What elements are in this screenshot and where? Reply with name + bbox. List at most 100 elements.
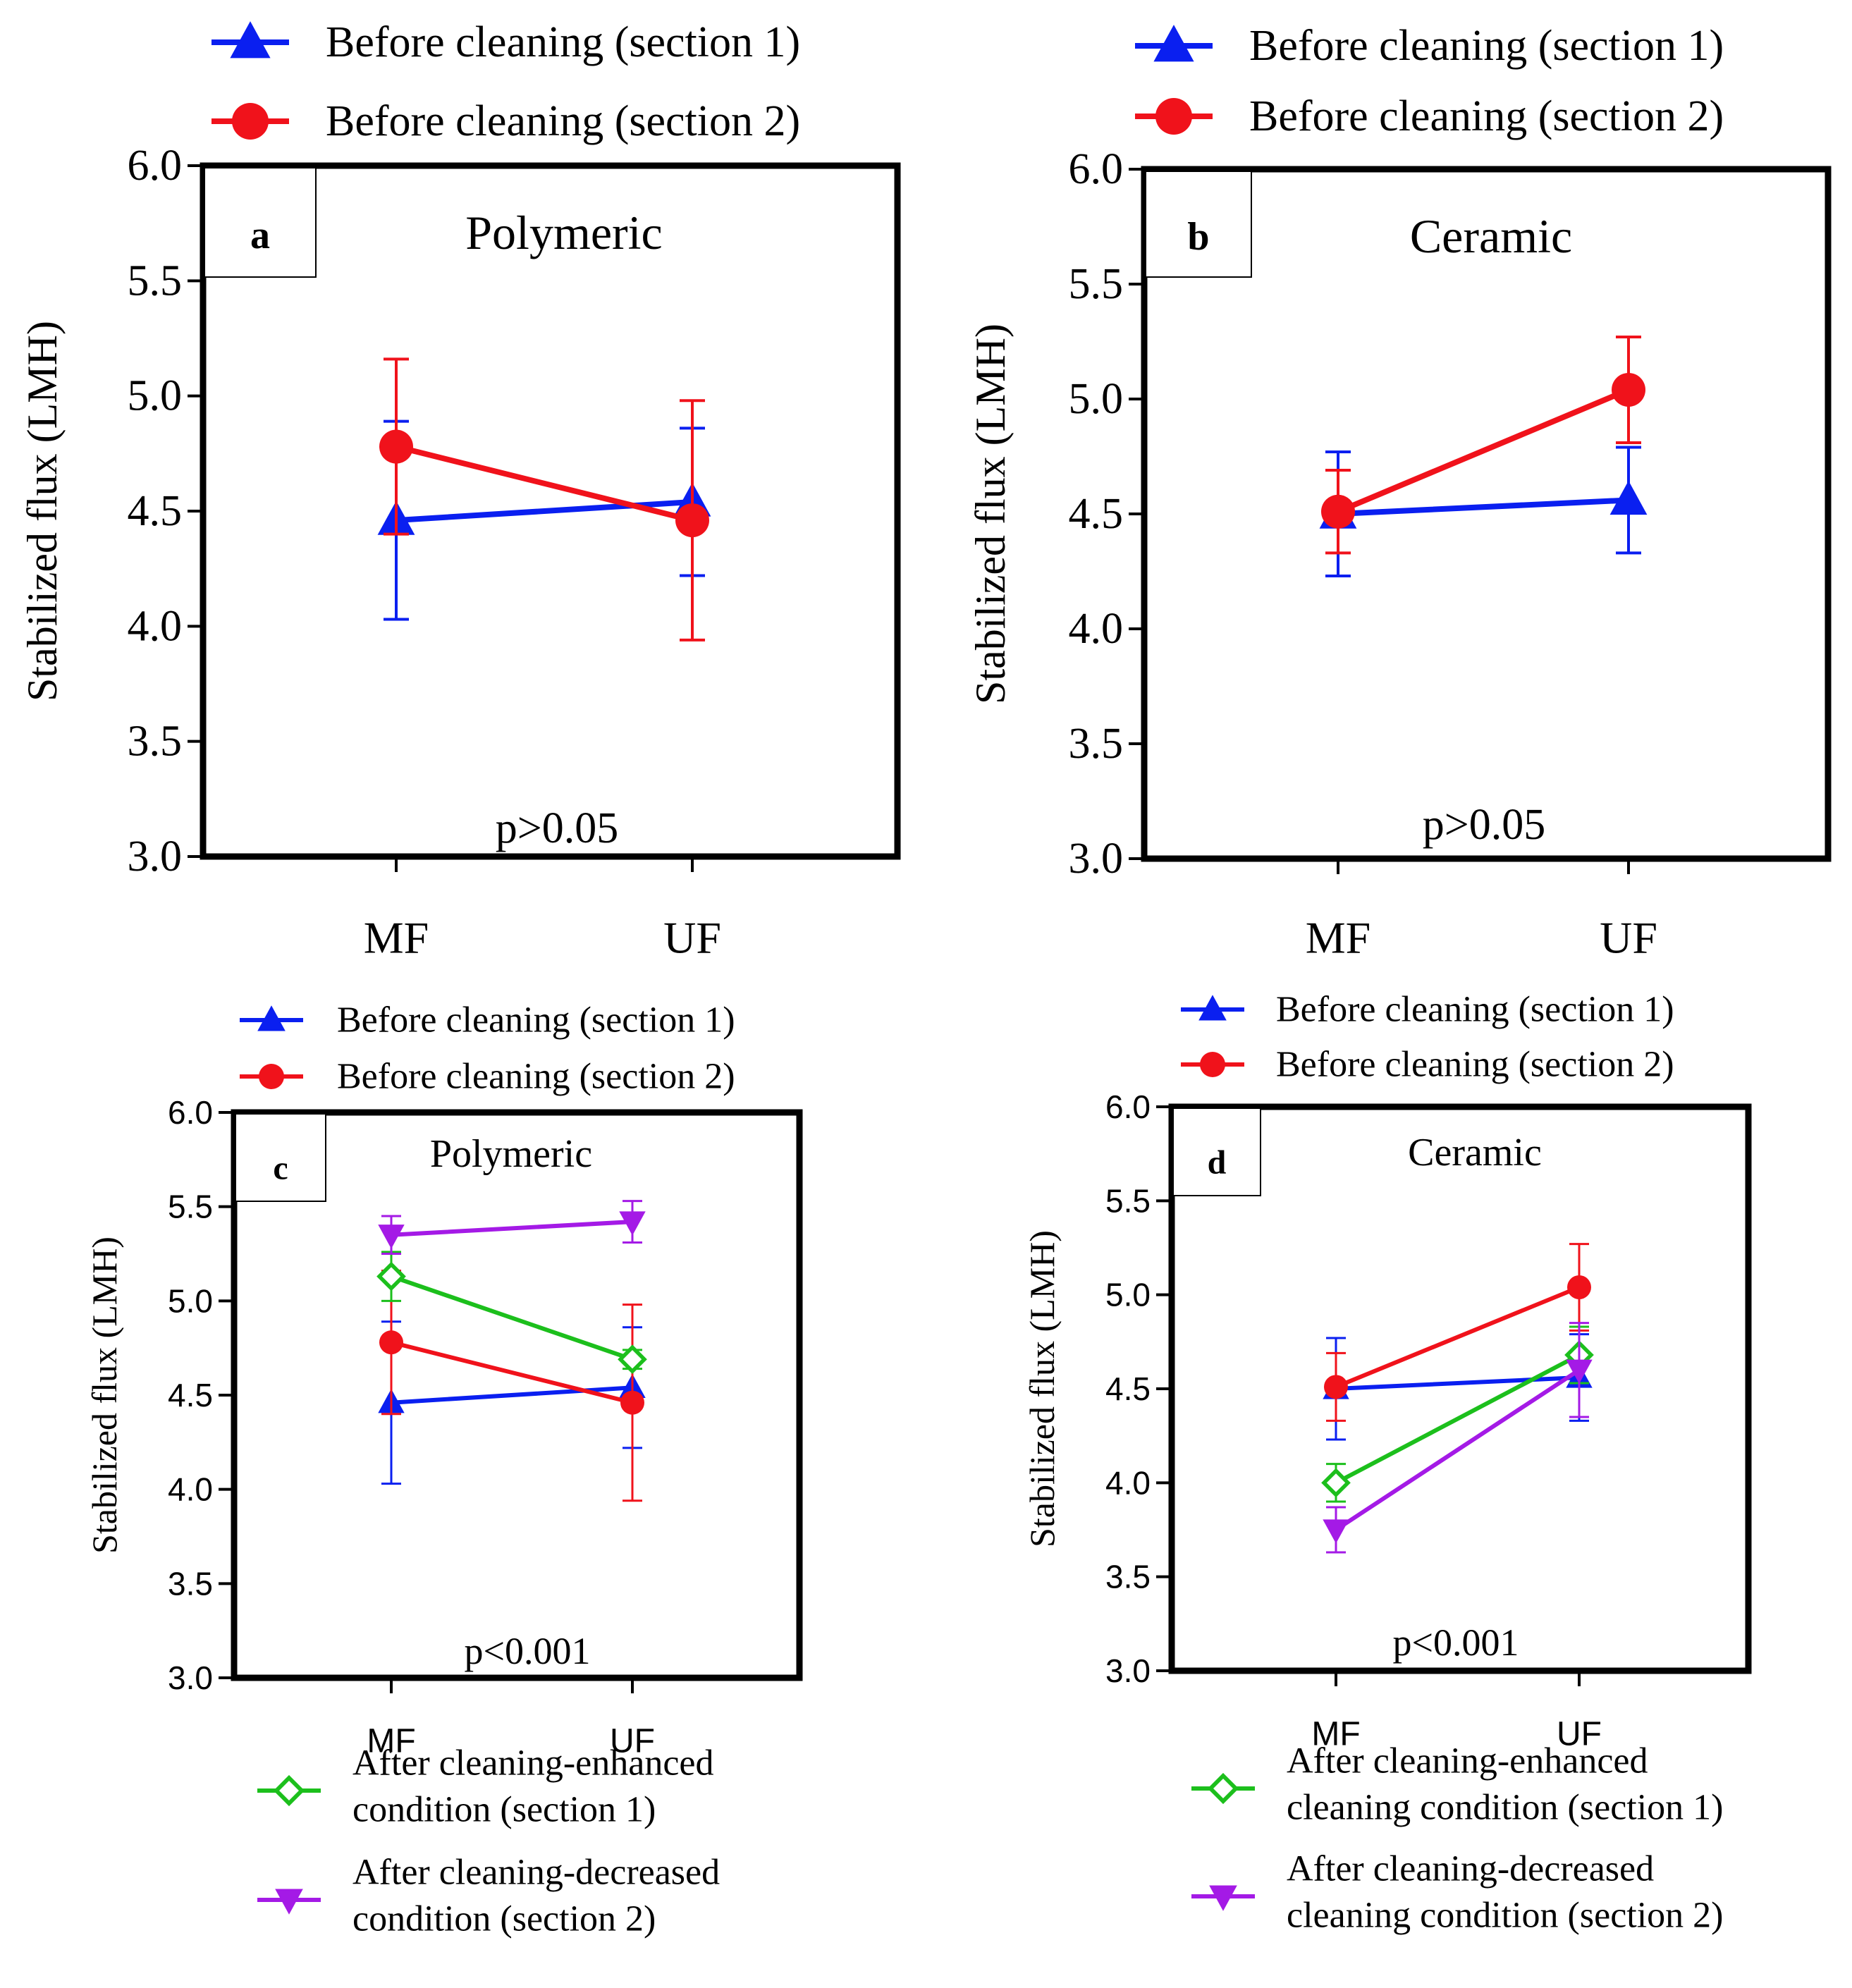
series-line — [1334, 1368, 1581, 1532]
legend-marker — [1198, 995, 1227, 1021]
y-tick-label: 4.0 — [128, 602, 183, 650]
legend-item: Before cleaning (section 2) — [211, 97, 800, 145]
legend-label: Before cleaning (section 2) — [1276, 1045, 1674, 1085]
legend-marker — [273, 1774, 305, 1807]
y-tick-label: 4.5 — [128, 487, 183, 535]
legend-label: Before cleaning (section 1) — [326, 18, 800, 66]
y-tick-label: 4.5 — [168, 1377, 213, 1413]
p-value-annotation: p>0.05 — [496, 804, 618, 852]
legend-label: condition (section 1) — [352, 1790, 656, 1830]
y-tick-label: 4.5 — [1105, 1370, 1151, 1407]
series-red — [379, 357, 709, 642]
series-line — [389, 1274, 634, 1362]
chart-title: Ceramic — [1408, 1131, 1542, 1174]
legend-label: After cleaning-decreased — [352, 1853, 720, 1893]
y-tick-label: 5.0 — [128, 372, 183, 420]
legend-item: Before cleaning (section 1) — [211, 18, 800, 66]
panel-b: 3.0 3.5 4.0 4.5 5.0 5.5 6.0 MF UF Stabilized flux… — [967, 22, 1832, 963]
legend-label: cleaning condition (section 2) — [1287, 1896, 1723, 1936]
data-point — [1566, 1359, 1593, 1384]
y-tick-label: 5.5 — [1069, 260, 1124, 308]
legend-marker — [275, 1889, 303, 1915]
panel-label: c — [273, 1149, 288, 1186]
y-tick-label: 4.5 — [1069, 490, 1124, 538]
data-point — [378, 1225, 405, 1249]
legend-item: Before cleaning (section 2) — [1181, 1045, 1674, 1085]
panel-label-box — [204, 167, 317, 278]
legend-label: Before cleaning (section 1) — [1249, 22, 1724, 70]
data-point — [376, 1261, 406, 1291]
x-tick-label: UF — [663, 913, 721, 963]
panel-label: a — [250, 214, 270, 257]
data-point — [1323, 1519, 1349, 1544]
y-tick-label: 3.0 — [1069, 835, 1124, 883]
y-tick-label: 3.0 — [1105, 1652, 1151, 1689]
legend-item: After cleaning-enhanced cleaning conditio… — [1191, 1741, 1723, 1828]
series-line — [389, 1385, 634, 1405]
panel-label: b — [1187, 215, 1209, 259]
series-blue — [1319, 446, 1648, 578]
series-green — [1321, 1325, 1594, 1503]
data-point — [619, 1211, 646, 1236]
legend-item: After cleaning-decreased condition (secti… — [257, 1853, 720, 1939]
series-red — [1321, 335, 1645, 555]
legend-marker — [1209, 1885, 1237, 1911]
legend-item: Before cleaning (section 2) — [1135, 92, 1724, 140]
x-tick-label: MF — [1311, 1716, 1360, 1753]
y-tick-label: 5.5 — [1105, 1182, 1151, 1219]
legend-marker — [1207, 1772, 1239, 1805]
x-tick-label: UF — [1557, 1716, 1602, 1753]
y-axis-label: Stabilized flux (LMH) — [967, 324, 1014, 704]
x-tick-label: MF — [364, 913, 429, 963]
data-point — [1609, 480, 1648, 515]
legend-label: Before cleaning (section 1) — [337, 1000, 735, 1041]
series-line — [1334, 1375, 1581, 1391]
legend-label: cleaning condition (section 1) — [1287, 1788, 1723, 1828]
y-tick-label: 3.5 — [1105, 1559, 1151, 1595]
y-tick-label: 6.0 — [128, 142, 183, 190]
chart-title: Ceramic — [1410, 209, 1572, 263]
series-line — [389, 1340, 634, 1405]
legend-label: Before cleaning (section 2) — [1249, 92, 1724, 140]
y-tick-label: 3.5 — [128, 718, 183, 766]
legend-marker — [259, 1064, 284, 1089]
y-tick-label: 3.5 — [168, 1565, 213, 1602]
panel-label-box — [235, 1113, 326, 1202]
panel-label-box — [1145, 171, 1252, 278]
series-purple — [1323, 1322, 1593, 1554]
legend-label: Before cleaning (section 2) — [337, 1057, 735, 1097]
legend-marker — [1153, 25, 1194, 62]
legend-marker — [1200, 1052, 1225, 1077]
legend-label: After cleaning-enhanced — [352, 1743, 713, 1784]
legend-item: After cleaning-decreased cleaning conditi… — [1191, 1849, 1723, 1936]
legend-label: After cleaning-enhanced — [1287, 1741, 1648, 1781]
p-value-annotation: p>0.05 — [1423, 801, 1545, 849]
legend-marker — [1155, 98, 1192, 135]
y-tick-label: 6.0 — [1105, 1088, 1151, 1125]
chart-title: Polymeric — [430, 1132, 592, 1176]
y-tick-label: 5.0 — [1105, 1277, 1151, 1313]
legend-marker — [232, 103, 269, 140]
series-red — [1324, 1243, 1591, 1422]
y-tick-label: 5.0 — [168, 1282, 213, 1319]
series-blue — [378, 1320, 646, 1485]
y-tick-label: 4.0 — [1069, 605, 1124, 653]
panel-a: 3.0 3.5 4.0 4.5 5.0 5.5 6.0 MF UF Stabilized flux… — [19, 18, 901, 963]
y-tick-label: 3.0 — [128, 833, 183, 881]
series-line — [1335, 386, 1631, 515]
data-point — [675, 503, 709, 538]
legend-label: condition (section 2) — [352, 1899, 656, 1939]
y-tick-label: 4.0 — [1105, 1464, 1151, 1501]
y-tick-label: 4.0 — [168, 1471, 213, 1508]
data-point — [620, 1390, 644, 1415]
series-line — [1334, 1353, 1581, 1485]
y-axis-label: Stabilized flux (LMH) — [85, 1237, 124, 1554]
y-tick-label: 3.5 — [1069, 720, 1124, 768]
data-point — [1567, 1275, 1591, 1299]
data-point — [1324, 1375, 1348, 1399]
panel-label: d — [1208, 1143, 1227, 1181]
legend-label: Before cleaning (section 1) — [1276, 990, 1674, 1030]
legend-item: After cleaning-enhanced condition (sectio… — [257, 1743, 713, 1830]
series-line — [1335, 497, 1631, 517]
